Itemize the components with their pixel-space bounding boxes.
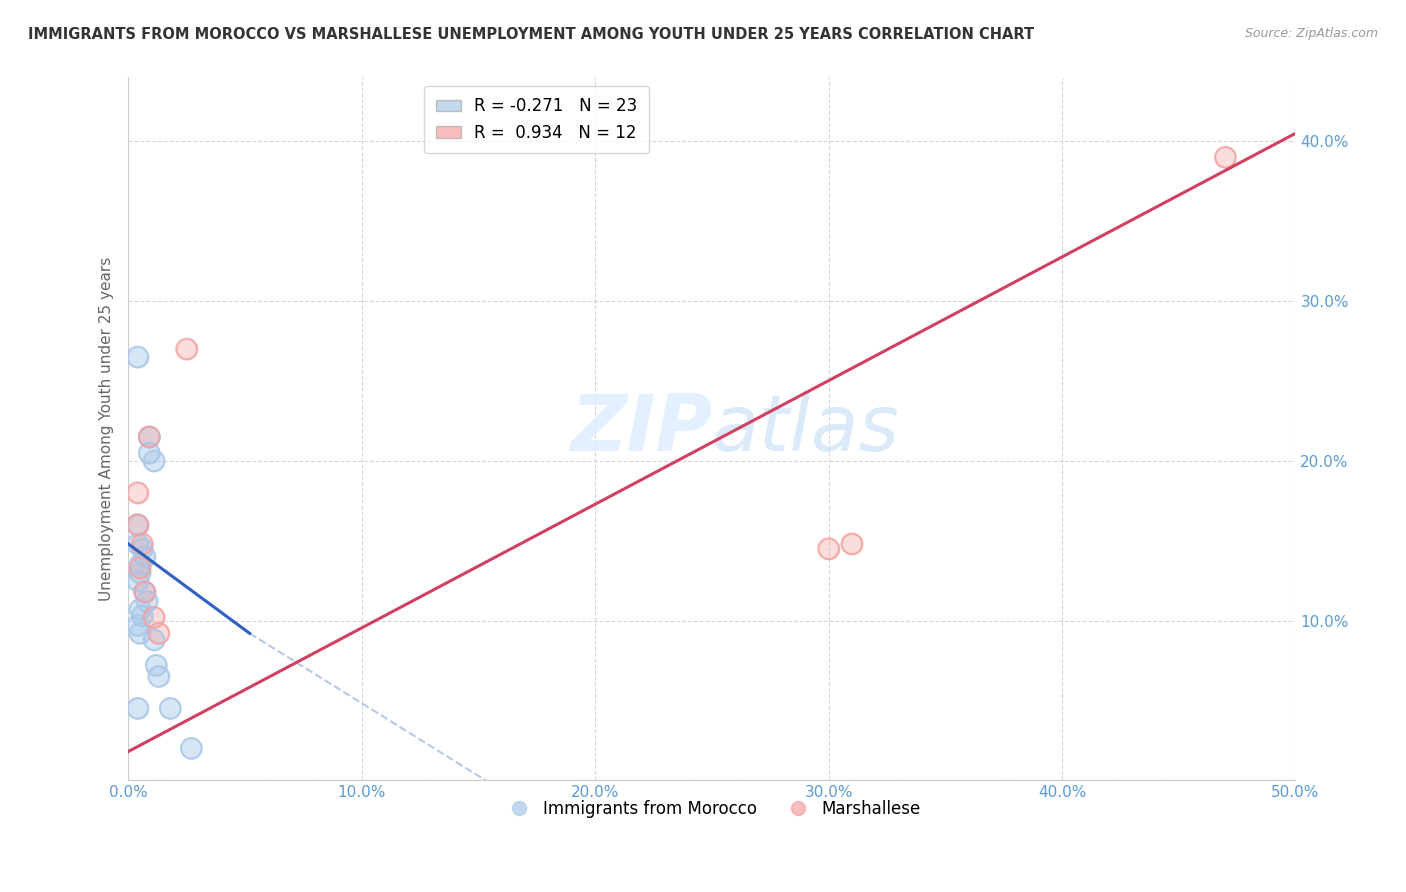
Point	[131, 537, 153, 551]
Point	[127, 517, 149, 532]
Point	[138, 430, 160, 444]
Point	[148, 626, 170, 640]
Point	[129, 561, 152, 575]
Point	[138, 430, 160, 444]
Point	[127, 517, 149, 532]
Point	[176, 342, 198, 356]
Point	[142, 632, 165, 647]
Point	[129, 602, 152, 616]
Point	[131, 537, 153, 551]
Point	[145, 658, 167, 673]
Point	[129, 566, 152, 580]
Point	[142, 610, 165, 624]
Point	[134, 584, 156, 599]
Point	[129, 561, 152, 575]
Point	[127, 517, 149, 532]
Point	[127, 701, 149, 715]
Point	[134, 584, 156, 599]
Point	[131, 608, 153, 623]
Point	[841, 537, 863, 551]
Point	[138, 446, 160, 460]
Point	[127, 574, 149, 588]
Point	[127, 537, 149, 551]
Point	[127, 574, 149, 588]
Point	[127, 485, 149, 500]
Point	[127, 537, 149, 551]
Point	[148, 669, 170, 683]
Point	[129, 626, 152, 640]
Point	[134, 584, 156, 599]
Point	[134, 549, 156, 564]
Point	[138, 430, 160, 444]
Text: IMMIGRANTS FROM MOROCCO VS MARSHALLESE UNEMPLOYMENT AMONG YOUTH UNDER 25 YEARS C: IMMIGRANTS FROM MOROCCO VS MARSHALLESE U…	[28, 27, 1035, 42]
Point	[138, 430, 160, 444]
Point	[127, 350, 149, 364]
Point	[148, 669, 170, 683]
Point	[129, 558, 152, 572]
Y-axis label: Unemployment Among Youth under 25 years: Unemployment Among Youth under 25 years	[100, 257, 114, 601]
Point	[127, 618, 149, 632]
Point	[134, 584, 156, 599]
Point	[129, 566, 152, 580]
Point	[180, 741, 202, 756]
Point	[817, 541, 839, 556]
Point	[841, 537, 863, 551]
Point	[129, 626, 152, 640]
Point	[817, 541, 839, 556]
Point	[1215, 150, 1237, 164]
Point	[142, 454, 165, 468]
Point	[145, 658, 167, 673]
Point	[127, 517, 149, 532]
Point	[180, 741, 202, 756]
Point	[127, 485, 149, 500]
Point	[129, 558, 152, 572]
Point	[131, 541, 153, 556]
Point	[135, 594, 157, 608]
Legend: Immigrants from Morocco, Marshallese: Immigrants from Morocco, Marshallese	[496, 793, 928, 825]
Point	[148, 626, 170, 640]
Point	[127, 618, 149, 632]
Point	[176, 342, 198, 356]
Point	[127, 350, 149, 364]
Point	[135, 594, 157, 608]
Point	[159, 701, 181, 715]
Point	[159, 701, 181, 715]
Point	[142, 454, 165, 468]
Text: Source: ZipAtlas.com: Source: ZipAtlas.com	[1244, 27, 1378, 40]
Point	[1215, 150, 1237, 164]
Text: ZIP: ZIP	[569, 391, 711, 467]
Text: atlas: atlas	[711, 391, 900, 467]
Point	[129, 602, 152, 616]
Point	[131, 608, 153, 623]
Point	[142, 610, 165, 624]
Point	[138, 446, 160, 460]
Point	[127, 701, 149, 715]
Point	[131, 541, 153, 556]
Point	[142, 632, 165, 647]
Point	[134, 549, 156, 564]
